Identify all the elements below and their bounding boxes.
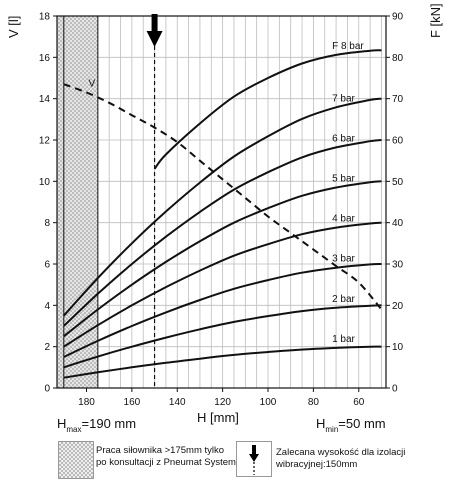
grid (57, 15, 386, 389)
series-label: 1 bar (332, 334, 355, 345)
series-line (153, 49, 382, 170)
series-line (63, 97, 382, 317)
series-labels: 1 bar 2 bar 3 bar 4 bar 5 bar 6 bar 7 bar F 8 b… (88, 41, 364, 345)
y-left-tick-label: 2 (44, 342, 50, 353)
series-label: 5 bar (332, 174, 355, 185)
volume-series-line (63, 83, 383, 311)
y-right-axis-title: F [kN] (428, 3, 443, 38)
x-tick-label: 160 (124, 397, 141, 408)
y-left-tick-label: 16 (39, 53, 51, 64)
h-max-label: Hmax=190 mm (57, 416, 136, 434)
series-line (63, 304, 382, 369)
x-tick-label: 80 (308, 397, 320, 408)
series-line (63, 139, 382, 327)
series-label: 7 bar (332, 93, 355, 104)
arrow-shaft-icon (151, 14, 158, 32)
legend-text-arrow: Zalecana wysokość dla izolacji wibracyjn… (276, 447, 406, 470)
legend-text-hatch: Praca siłownika >175mm tylko po konsulta… (96, 445, 236, 468)
y-right-tick-label: 60 (392, 136, 404, 147)
y-left-tick-label: 10 (39, 177, 51, 188)
x-axis-title: H [mm] (197, 410, 239, 425)
x-tick-label: 180 (78, 397, 95, 408)
h-min-prefix: H (316, 416, 325, 431)
legend-hatch-swatch (58, 441, 94, 479)
y-right-tick-label: 10 (392, 342, 404, 353)
h-max-suffix: =190 mm (82, 416, 137, 431)
h-min-label: Hmin=50 mm (316, 416, 386, 434)
h-min-sub: min (325, 425, 338, 434)
y-right-tick-label: 50 (392, 177, 404, 188)
x-tick-label: 120 (214, 397, 231, 408)
plot-border (56, 15, 387, 389)
h-min-suffix: =50 mm (338, 416, 385, 431)
series-line (63, 180, 382, 338)
series-label: 2 bar (332, 294, 355, 305)
y-left-tick-label: 12 (39, 136, 51, 147)
legend-arrow-swatch (236, 441, 272, 477)
arrow-down-icon (249, 445, 259, 475)
y-left-tick-label: 8 (44, 218, 50, 229)
series-label: 4 bar (332, 214, 355, 225)
y-left-tick-label: 18 (39, 12, 51, 23)
y-left-axis-title: V [l] (6, 16, 21, 38)
y-right-tick-label: 90 (392, 12, 404, 23)
arrow-head-icon (146, 31, 163, 47)
plot-frame (56, 15, 387, 389)
series-line (63, 263, 382, 358)
y-right-tick-label: 80 (392, 53, 404, 64)
h-max-prefix: H (57, 416, 66, 431)
h-max-sub: max (66, 425, 81, 434)
series-label: 6 bar (332, 133, 355, 144)
y-right-tick-label: 0 (392, 384, 398, 395)
curves (63, 16, 383, 388)
hatched-region (57, 16, 98, 388)
y-right-tick-label: 70 (392, 94, 404, 105)
x-tick-label: 60 (353, 397, 365, 408)
y-left-tick-label: 6 (44, 260, 50, 271)
y-right-tick-label: 20 (392, 301, 404, 312)
series-label: F 8 bar (332, 41, 364, 52)
x-tick-label: 100 (260, 397, 277, 408)
y-left-tick-label: 4 (44, 301, 50, 312)
volume-series-label: V (88, 78, 95, 89)
x-tick-label: 140 (169, 397, 186, 408)
series-label: 3 bar (332, 254, 355, 265)
series-line (63, 345, 382, 379)
y-left-tick-label: 0 (44, 384, 50, 395)
y-right-tick-label: 30 (392, 260, 404, 271)
recommended-height-marker (146, 14, 163, 388)
series-line (63, 221, 382, 348)
y-left-tick-label: 14 (39, 94, 51, 105)
y-right-tick-label: 40 (392, 218, 404, 229)
